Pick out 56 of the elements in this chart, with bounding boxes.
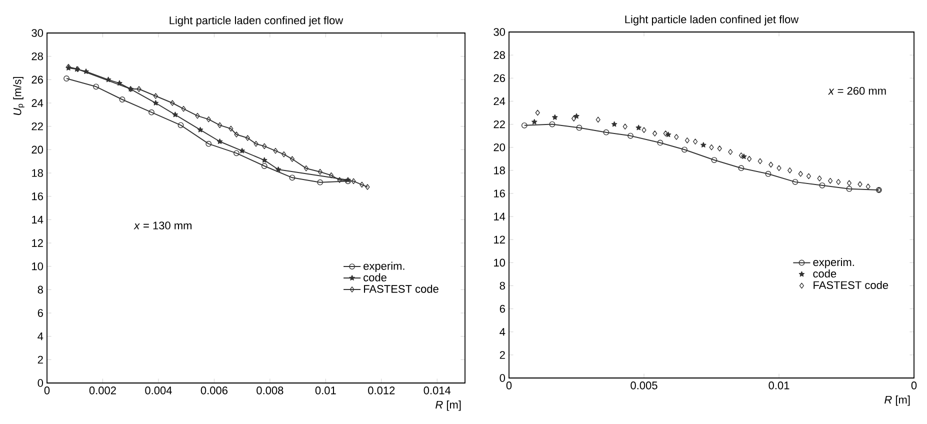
y-tick-label: 24 [32, 99, 44, 107]
y-tick-label: 30 [32, 29, 44, 37]
y-tick-label: 6 [38, 309, 43, 317]
y-tick-label: 20 [32, 146, 44, 154]
x-tick-label: 0.005 [630, 382, 658, 390]
y-tick-label: 12 [494, 236, 505, 244]
y-tick-label: 4 [38, 332, 44, 340]
y-tick-label: 26 [32, 76, 43, 84]
x-axis-title: R [m] [436, 400, 461, 411]
legend-label: code [813, 269, 836, 278]
y-tick-label: 18 [494, 166, 505, 174]
y-tick-label: 20 [494, 143, 506, 152]
y-tick-label: 4 [500, 328, 506, 336]
legend-label: code [364, 273, 386, 282]
y-tick-label: 16 [32, 192, 43, 200]
annotation: x = 130 mm [134, 222, 192, 230]
y-tick-label: 8 [38, 286, 43, 294]
y-axis-title: U$_{p}$ [m/s] [13, 76, 24, 116]
x-tick-label: 0 [506, 382, 512, 390]
legend-label: FASTEST code [364, 284, 438, 293]
y-tick-label: 2 [500, 351, 505, 359]
legend-label: experim. [813, 258, 854, 268]
x-tick-label: 0 [44, 386, 50, 394]
y-tick-label: 16 [494, 190, 505, 198]
legend-label: FASTEST code [814, 280, 888, 290]
legend-label: experim. [364, 262, 404, 272]
y-tick-label: 0 [500, 374, 506, 382]
y-tick-label: 28 [32, 52, 43, 60]
y-tick-label: 28 [494, 51, 505, 59]
y-tick-label: 6 [500, 304, 505, 313]
y-tick-label: 14 [494, 212, 506, 220]
y-tick-label: 14 [32, 216, 44, 224]
x-tick-label: 0.008 [256, 386, 284, 394]
y-tick-label: 22 [32, 122, 43, 130]
y-tick-label: 18 [32, 169, 43, 177]
y-tick-label: 24 [494, 97, 506, 106]
x-tick-label: 0.01 [768, 382, 790, 390]
chart-title: Light particle laden confined jet flow [170, 16, 344, 26]
y-tick-label: 8 [500, 282, 505, 290]
x-tick-label: 0.014 [424, 386, 451, 394]
x-tick-label: 0.01 [315, 386, 336, 394]
y-tick-label: 12 [32, 239, 43, 247]
y-tick-label: 10 [32, 262, 44, 270]
x-tick-label: 0.012 [368, 386, 395, 394]
x-axis-title: R [m] [884, 396, 910, 406]
x-tick-label: 0.004 [145, 386, 172, 394]
x-tick-label: 0.006 [200, 386, 228, 394]
chart-title: Light particle laden confined jet flow [625, 15, 799, 26]
y-tick-label: 26 [494, 74, 505, 82]
annotation: x = 260 mm [828, 86, 886, 95]
y-tick-label: 30 [494, 28, 506, 36]
y-tick-label: 10 [494, 258, 506, 267]
x-tick-label: 0 [911, 382, 917, 390]
y-tick-label: 22 [494, 120, 505, 128]
x-tick-label: 0.002 [89, 386, 116, 394]
y-tick-label: 2 [38, 356, 43, 364]
